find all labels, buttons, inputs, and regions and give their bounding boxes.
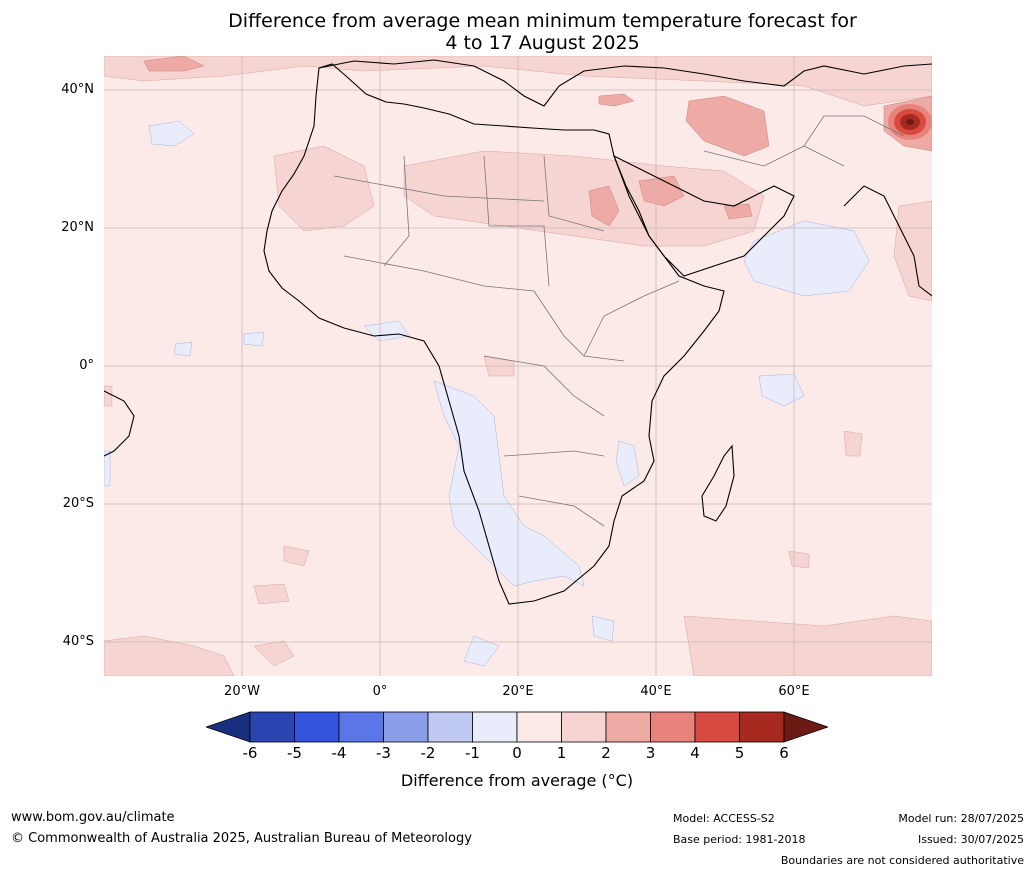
colorbar-cell	[383, 711, 429, 743]
colorbar-cell	[605, 711, 651, 743]
colorbar-extend-high	[783, 711, 828, 743]
colorbar-cell	[294, 711, 340, 743]
colorbar-cell	[472, 711, 518, 743]
colorbar-cell	[739, 711, 785, 743]
colorbar-cell	[694, 711, 740, 743]
lon-label-40e: 40°E	[640, 684, 672, 699]
footer-model-run: Model run: 28/07/2025	[898, 812, 1024, 825]
country-borders	[333, 115, 905, 527]
colorbar-tick-label: 3	[645, 744, 656, 762]
map-canvas	[104, 56, 932, 676]
map-title: Difference from average mean minimum tem…	[0, 10, 1035, 54]
lat-label-40s: 40°S	[62, 634, 94, 649]
lat-label-equator: 0°	[79, 358, 94, 373]
colorbar-tick-label: 5	[734, 744, 745, 762]
colorbar-label: Difference from average (°C)	[400, 771, 634, 790]
colorbar	[206, 711, 828, 743]
colorbar-tick-label: 0	[512, 744, 522, 762]
colorbar-cell	[561, 711, 607, 743]
colorbar-tick-label: -4	[331, 744, 347, 762]
title-line-2: 4 to 17 August 2025	[445, 32, 640, 54]
lon-label-20w: 20°W	[224, 684, 260, 699]
title-line-1: Difference from average mean minimum tem…	[228, 10, 857, 32]
footer-website: www.bom.gov.au/climate	[11, 810, 175, 825]
colorbar-extend-low	[206, 711, 251, 743]
anomaly-hotspot	[888, 104, 932, 140]
lon-label-20e: 20°E	[502, 684, 534, 699]
forecast-map	[104, 56, 932, 676]
footer-issued: Issued: 30/07/2025	[917, 833, 1024, 846]
colorbar-cell	[516, 711, 562, 743]
colorbar-tick-label: 4	[690, 744, 700, 762]
lon-label-0: 0°	[372, 684, 388, 699]
graticule	[104, 56, 932, 676]
colorbar-cell	[427, 711, 473, 743]
colorbar-tick-label: -5	[287, 744, 302, 762]
colorbar-tick-label: 6	[779, 744, 789, 762]
colorbar-tick-label: -2	[420, 744, 436, 762]
colorbar-tick-label: 2	[601, 744, 611, 762]
colorbar-cells	[206, 711, 828, 743]
lon-label-60e: 60°E	[778, 684, 810, 699]
footer-disclaimer: Boundaries are not considered authoritat…	[780, 854, 1024, 867]
colorbar-tick-label: -3	[376, 744, 391, 762]
colorbar-tick-label: -1	[465, 744, 480, 762]
colorbar-cell	[338, 711, 384, 743]
footer-base-period: Base period: 1981-2018	[673, 833, 806, 846]
anomaly-warm-regions	[104, 56, 932, 676]
colorbar-cell	[650, 711, 696, 743]
lat-label-20s: 20°S	[62, 496, 94, 511]
anomaly-cool-regions	[104, 120, 870, 667]
coastlines	[104, 59, 932, 605]
lat-label-20n: 20°N	[61, 220, 94, 235]
colorbar-cell	[249, 711, 295, 743]
colorbar-tick-label: -6	[242, 744, 258, 762]
lat-label-40n: 40°N	[61, 82, 94, 97]
footer-copyright: © Commonwealth of Australia 2025, Austra…	[11, 831, 472, 846]
colorbar-tick-label: 1	[556, 744, 567, 762]
footer-model: Model: ACCESS-S2	[673, 812, 775, 825]
